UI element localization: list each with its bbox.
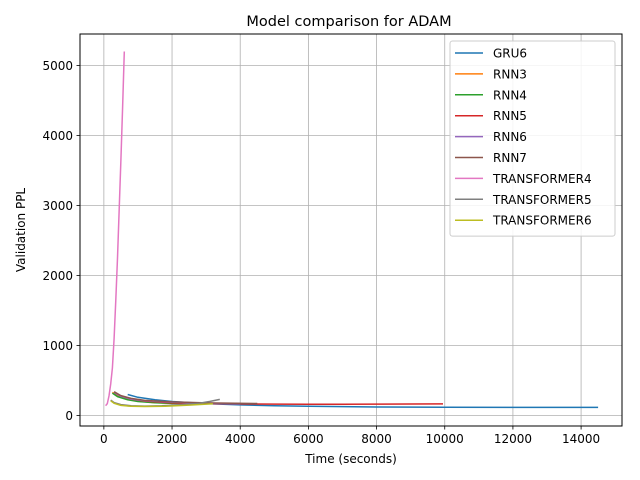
legend-label: RNN6 [493,130,527,144]
legend-box [449,40,616,237]
x-tick-label: 8000 [361,432,392,446]
legend-label: GRU6 [493,47,527,61]
series-line-transformer6 [110,400,213,408]
y-tick-label: 5000 [42,59,73,73]
axis-ticks: 0 2000 4000 6000 8000 10000 12000 14000 0 1000 200… [42,59,600,446]
x-axis-label: Time (seconds) [304,452,397,466]
chart-title: Model comparison for ADAM [246,14,451,30]
legend-label: TRANSFORMER6 [492,214,592,228]
legend-label: TRANSFORMER5 [492,193,592,207]
x-tick-label: 12000 [494,432,532,446]
legend-label: RNN5 [493,109,527,123]
y-axis-label: Validation PPL [14,188,28,273]
plot-frame [79,33,623,427]
legend: GRU6 RNN3 RNN4 RNN5 RNN6 RNN7 TRANSFORMER4 TRAN… [449,40,616,237]
legend-label: RNN4 [493,88,527,102]
x-tick-label: 0 [100,432,108,446]
series-lines [105,51,599,409]
x-tick-label: 2000 [157,432,188,446]
y-tick-label: 1000 [42,339,73,353]
x-tick-label: 10000 [426,432,464,446]
x-tick-label: 14000 [562,432,600,446]
y-tick-label: 0 [65,409,73,423]
y-tick-label: 4000 [42,129,73,143]
legend-label: RNN3 [493,67,527,81]
legend-label: TRANSFORMER4 [492,172,592,186]
series-line-transformer4 [105,51,126,407]
x-tick-label: 4000 [225,432,256,446]
series-line-rnn7 [113,391,258,405]
x-tick-label: 6000 [293,432,324,446]
y-tick-label: 3000 [42,199,73,213]
y-tick-label: 2000 [42,269,73,283]
legend-label: RNN7 [493,151,527,165]
series-line-gru6 [127,393,599,409]
